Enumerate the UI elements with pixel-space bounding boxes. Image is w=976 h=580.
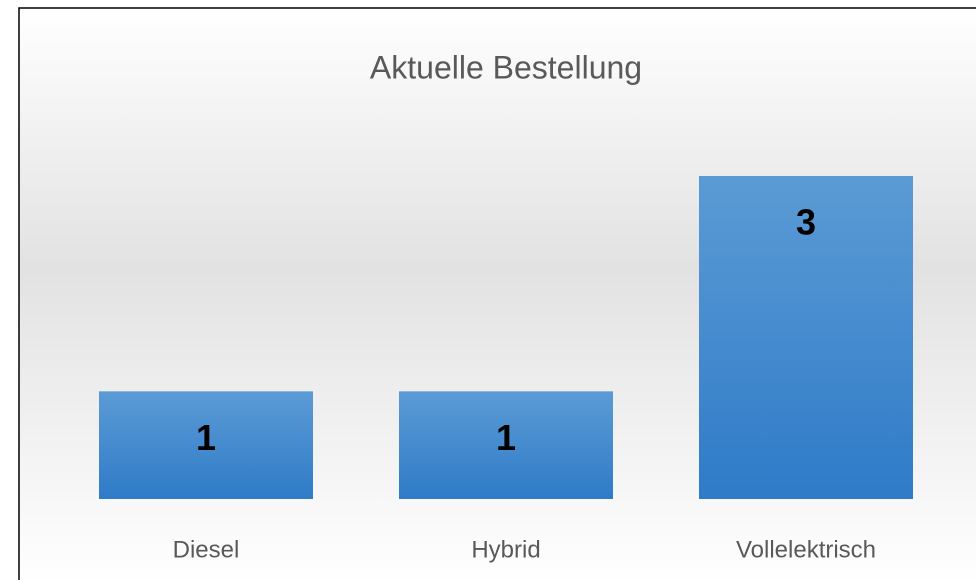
bar: [399, 391, 613, 499]
chart-title: Aktuelle Bestellung: [370, 49, 642, 85]
x-tick-label: Hybrid: [471, 536, 540, 563]
bar: [99, 391, 313, 499]
bar: [699, 176, 913, 499]
data-label: 3: [796, 202, 816, 243]
x-tick-label: Vollelektrisch: [736, 536, 876, 563]
data-label: 1: [196, 417, 216, 458]
data-label: 1: [496, 417, 516, 458]
x-tick-label: Diesel: [173, 536, 240, 563]
